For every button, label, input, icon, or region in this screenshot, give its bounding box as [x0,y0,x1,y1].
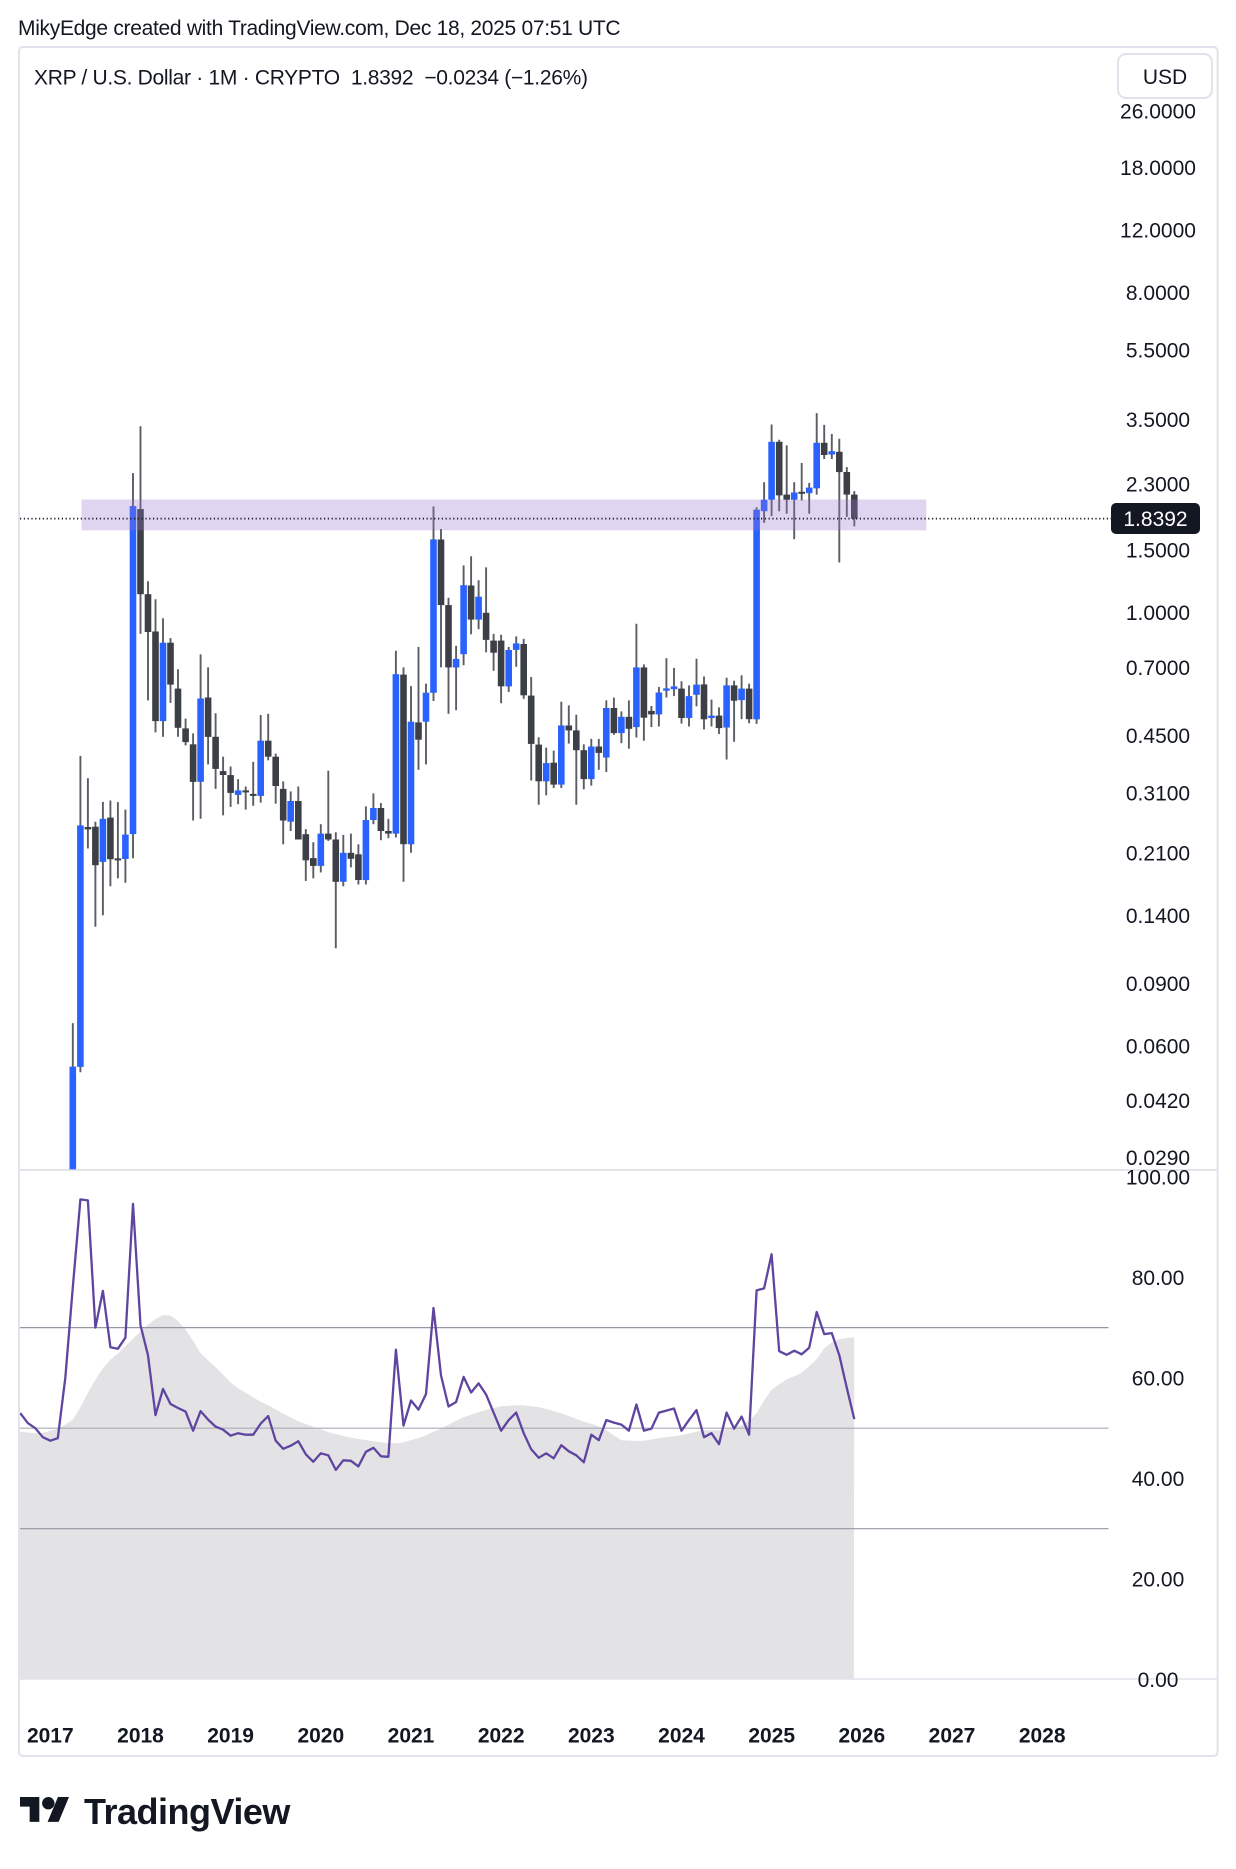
svg-text:0.0420: 0.0420 [1126,1090,1190,1113]
svg-text:2021: 2021 [388,1725,435,1748]
svg-text:2024: 2024 [658,1725,705,1748]
svg-text:2027: 2027 [929,1725,976,1748]
svg-text:8.0000: 8.0000 [1126,282,1190,305]
svg-text:0.1400: 0.1400 [1126,905,1190,928]
svg-text:2025: 2025 [748,1725,795,1748]
svg-text:0.4500: 0.4500 [1126,725,1190,748]
svg-text:2019: 2019 [207,1725,254,1748]
svg-text:USD: USD [1143,66,1187,89]
svg-text:2017: 2017 [27,1725,74,1748]
svg-text:3.5000: 3.5000 [1126,409,1190,432]
svg-text:18.0000: 18.0000 [1120,157,1196,180]
svg-text:2018: 2018 [117,1725,164,1748]
svg-text:0.3100: 0.3100 [1126,782,1190,805]
svg-text:2023: 2023 [568,1725,615,1748]
svg-text:1.5000: 1.5000 [1126,540,1190,563]
svg-text:0.2100: 0.2100 [1126,842,1190,865]
svg-text:0.00: 0.00 [1138,1669,1179,1692]
svg-text:20.00: 20.00 [1132,1569,1185,1592]
svg-text:0.0290: 0.0290 [1126,1147,1190,1170]
svg-text:0.0900: 0.0900 [1126,973,1190,996]
svg-text:100.00: 100.00 [1126,1166,1190,1189]
svg-text:XRP / U.S. Dollar · 1M · CRYPT: XRP / U.S. Dollar · 1M · CRYPTO 1.8392 −… [34,67,588,90]
svg-text:12.0000: 12.0000 [1120,219,1196,242]
svg-text:5.5000: 5.5000 [1126,340,1190,363]
svg-text:2020: 2020 [297,1725,344,1748]
svg-text:2026: 2026 [838,1725,885,1748]
svg-text:26.0000: 26.0000 [1120,100,1196,123]
svg-text:2.3000: 2.3000 [1126,474,1190,497]
svg-text:40.00: 40.00 [1132,1468,1185,1491]
svg-text:1.8392: 1.8392 [1123,508,1187,531]
svg-text:2028: 2028 [1019,1725,1066,1748]
svg-text:TradingView: TradingView [84,1791,291,1832]
svg-text:2022: 2022 [478,1725,525,1748]
svg-text:0.7000: 0.7000 [1126,657,1190,680]
svg-text:80.00: 80.00 [1132,1267,1185,1290]
svg-text:0.0600: 0.0600 [1126,1035,1190,1058]
svg-text:60.00: 60.00 [1132,1367,1185,1390]
svg-text:MikyEdge created with TradingV: MikyEdge created with TradingView.com, D… [18,17,620,40]
svg-text:1.0000: 1.0000 [1126,602,1190,625]
